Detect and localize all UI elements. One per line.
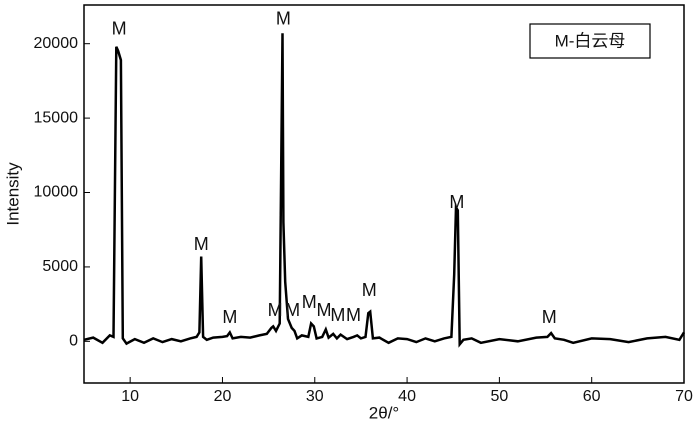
peak-label: M xyxy=(542,307,557,327)
peak-label: M xyxy=(362,280,377,300)
peak-label: M xyxy=(346,305,361,325)
legend-text: M-白云母 xyxy=(555,31,626,50)
peak-label: M xyxy=(194,234,209,254)
x-tick-label: 70 xyxy=(675,388,693,405)
y-tick-label: 10000 xyxy=(34,184,79,201)
data-line xyxy=(83,33,686,348)
peak-label: M xyxy=(222,307,237,327)
peak-label: M xyxy=(449,192,464,212)
y-tick-label: 5000 xyxy=(42,258,78,275)
x-tick-label: 20 xyxy=(214,388,232,405)
x-tick-label: 40 xyxy=(398,388,416,405)
peak-label: M xyxy=(302,292,317,312)
peak-label: M xyxy=(330,305,345,325)
legend-box xyxy=(529,23,651,59)
x-tick-label: 30 xyxy=(306,388,324,405)
peak-label: M xyxy=(268,300,283,320)
peak-label: M xyxy=(285,300,300,320)
plot-frame xyxy=(83,4,685,384)
x-axis-label: 2θ/° xyxy=(369,403,399,422)
peak-label: M xyxy=(317,300,332,320)
x-tick-label: 60 xyxy=(583,388,601,405)
y-tick-label: 20000 xyxy=(34,35,79,52)
y-axis-label: Intensity xyxy=(3,162,22,226)
x-tick-label: 10 xyxy=(121,388,139,405)
peak-label: M xyxy=(276,9,291,29)
x-tick-label: 50 xyxy=(490,388,508,405)
y-tick-label: 0 xyxy=(69,333,78,350)
y-tick-label: 15000 xyxy=(34,109,79,126)
peak-label: M xyxy=(112,18,127,38)
